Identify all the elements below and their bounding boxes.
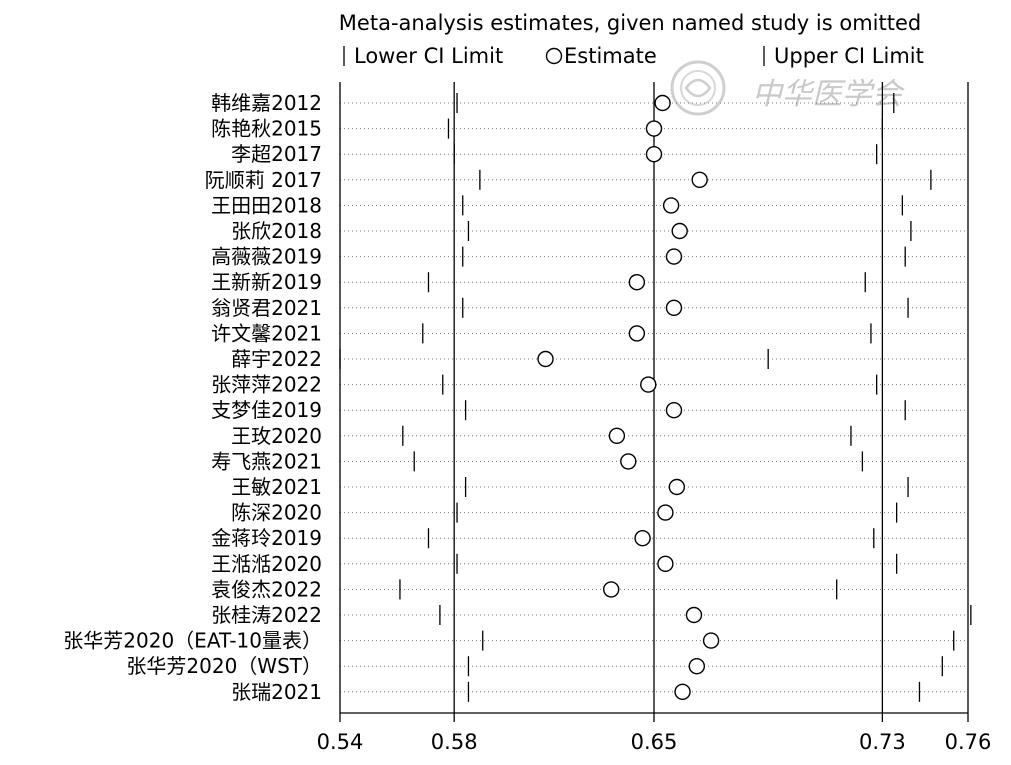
study-row: 翁贤君2021 [211,296,968,320]
x-axis: 0.54 0.58 0.65 0.73 0.76 [317,82,992,754]
legend-estimate-marker [545,47,563,65]
study-label: 王湉湉2020 [211,552,322,576]
study-label: 寿飞燕2021 [211,449,322,473]
legend-estimate-label: Estimate [564,44,657,68]
study-row: 韩维嘉2012 [211,91,968,115]
study-row: 支梦佳2019 [211,398,968,422]
x-tick-label: 0.58 [431,730,478,754]
study-row: 金蒋玲2019 [211,526,968,550]
estimate-point [620,453,637,470]
legend-lower-label: Lower CI Limit [354,44,503,68]
study-row: 许文馨2021 [211,321,968,345]
study-label: 高薇薇2019 [211,245,322,269]
estimate-point [671,222,688,240]
estimate-point [668,478,686,496]
study-label: 袁俊杰2022 [211,577,322,601]
study-label: 金蒋玲2019 [211,526,322,550]
study-row: 王玫2020 [231,424,968,448]
estimate-point [654,94,671,112]
estimate-point [702,632,720,649]
study-label: 阮顺莉 2017 [205,168,322,192]
study-row: 阮顺莉 2017 [205,168,968,192]
chart-title: Meta-analysis estimates, given named stu… [339,11,921,35]
x-tick-label: 0.76 [945,730,992,754]
study-row: 王敏2021 [231,475,968,499]
study-label: 王玫2020 [231,424,322,448]
estimate-point [665,248,683,265]
estimate-point [691,171,708,189]
study-row: 李超2017 [231,142,968,166]
study-label: 韩维嘉2012 [211,91,322,115]
seal-logo-icon [670,60,726,116]
estimate-point [602,581,620,598]
study-label: 王新新2019 [211,270,322,294]
study-label: 许文馨2021 [211,321,322,345]
estimate-point [645,120,663,137]
x-tick-label: 0.54 [317,730,364,754]
estimate-point [608,427,626,444]
study-label: 薛宇2022 [231,347,322,371]
estimate-point [657,555,674,572]
legend: Lower CI Limit Estimate Upper CI Limit [343,44,924,68]
estimate-point [537,350,554,368]
study-row: 王湉湉2020 [211,552,968,576]
study-label: 李超2017 [231,142,322,166]
estimate-point [674,683,691,700]
x-tick-label: 0.65 [631,730,678,754]
study-row: 袁俊杰2022 [211,577,968,601]
study-label: 张桂涛2022 [211,603,322,627]
study-label: 张瑞2021 [231,680,322,704]
study-label: 支梦佳2019 [211,398,322,422]
study-row: 陈深2020 [231,501,968,525]
study-label: 王敏2021 [231,475,322,499]
estimate-point [688,658,706,675]
estimate-point [628,325,646,342]
estimate-point [665,299,683,316]
estimate-point [665,402,683,419]
watermark: 中华医学会 [670,60,905,116]
study-row: 张欣2018 [231,219,968,243]
estimate-point [628,274,646,291]
estimate-point [662,197,680,214]
study-row: 王新新2019 [211,270,968,294]
reference-lines [453,82,884,713]
study-row: 薛宇2022 [231,347,968,371]
legend-upper-label: Upper CI Limit [774,44,924,68]
study-label: 陈深2020 [231,501,322,525]
study-row: 张桂涛2022 [211,603,972,627]
study-label: 张欣2018 [231,219,322,243]
study-label: 张华芳2020（WST） [126,654,322,678]
watermark-text: 中华医学会 [752,77,905,112]
study-label: 张华芳2020（EAT-10量表） [63,629,322,653]
study-row: 张华芳2020（WST） [126,654,968,678]
estimate-point [685,606,703,624]
study-label: 翁贤君2021 [211,296,322,320]
study-row: 张华芳2020（EAT-10量表） [63,629,968,653]
study-label: 张萍萍2022 [211,373,322,397]
study-row: 寿飞燕2021 [211,449,968,473]
study-label: 王田田2018 [211,193,322,217]
study-row: 高薇薇2019 [211,245,968,269]
estimate-point [640,376,657,393]
study-row: 张萍萍2022 [211,373,968,397]
study-row: 张瑞2021 [231,680,968,704]
study-row: 王田田2018 [211,193,968,217]
estimate-point [657,504,674,521]
study-label: 陈艳秋2015 [211,117,322,141]
x-tick-label: 0.73 [859,730,906,754]
estimate-point [645,145,663,163]
study-row: 陈艳秋2015 [211,117,968,141]
estimate-point [634,530,651,547]
